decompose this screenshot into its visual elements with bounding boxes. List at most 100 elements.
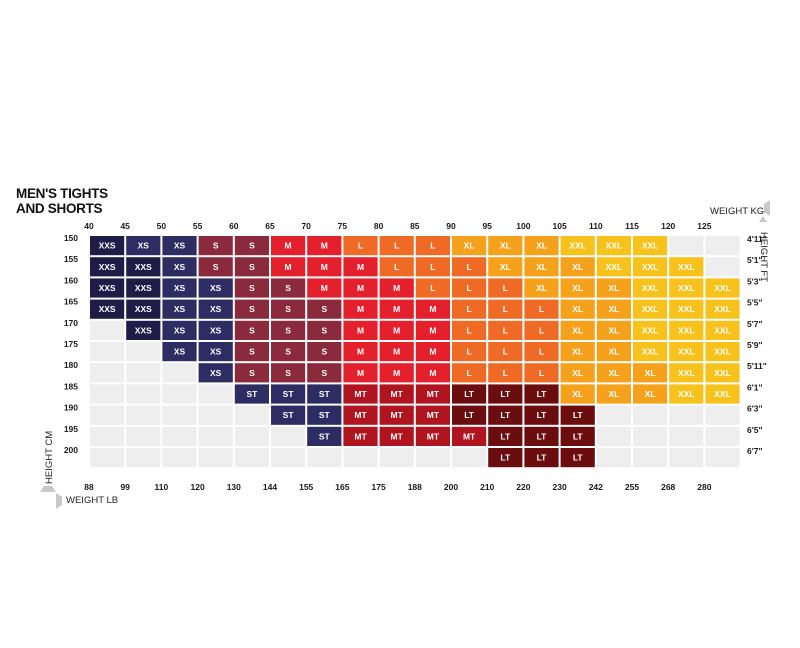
empty-cell — [126, 363, 161, 383]
size-cell-m — [343, 278, 378, 298]
size-cell-label: M — [285, 262, 292, 272]
size-cell-xs — [162, 257, 197, 277]
empty-cell — [705, 405, 740, 425]
empty-cell — [234, 448, 269, 468]
size-cell-xs — [198, 320, 233, 340]
size-cell-xxl — [633, 257, 668, 277]
size-cell-xl — [524, 278, 559, 298]
size-cell-label: LT — [500, 410, 511, 420]
empty-cell — [271, 448, 306, 468]
size-cell-mt — [343, 405, 378, 425]
size-cell-lt — [488, 426, 523, 446]
weight-kg-tick: 100 — [516, 221, 530, 231]
size-cell-lt — [524, 405, 559, 425]
empty-cell — [198, 384, 233, 404]
empty-cell — [90, 426, 125, 446]
size-cell-lt — [560, 448, 595, 468]
size-cell-mt — [379, 384, 414, 404]
size-cell-label: XL — [500, 262, 511, 272]
size-cell-m — [271, 236, 306, 256]
size-cell-m — [415, 299, 450, 319]
height-cm-label: HEIGHT CM — [44, 431, 55, 484]
weight-lb-tick: 144 — [263, 482, 277, 492]
size-cell-label: ST — [283, 410, 295, 420]
weight-lb-tick: 155 — [299, 482, 313, 492]
size-cell-m — [379, 363, 414, 383]
weight-kg-tick: 50 — [157, 221, 167, 231]
size-cell-label: S — [213, 241, 219, 251]
size-cell-label: M — [393, 304, 400, 314]
size-cell-label: XXS — [135, 304, 152, 314]
size-cell-label: MT — [391, 410, 404, 420]
empty-cell — [90, 363, 125, 383]
size-cell-xl — [524, 236, 559, 256]
size-cell-xxl — [633, 299, 668, 319]
size-cell-xxs — [90, 257, 125, 277]
size-cell-label: S — [285, 325, 291, 335]
axis-ticks: 40 45 50 55 60 65 70 75 80 85 90 95 100 105 110 115 120 1… — [64, 221, 767, 492]
size-cell-label: MT — [391, 389, 404, 399]
size-cell-xl — [560, 320, 595, 340]
size-cell-label: LT — [464, 410, 475, 420]
size-cell-label: XL — [608, 325, 619, 335]
size-cell-xs — [162, 236, 197, 256]
size-cell-xl — [596, 278, 631, 298]
size-cell-xxs — [126, 257, 161, 277]
empty-cell — [162, 426, 197, 446]
size-cell-label: M — [357, 283, 364, 293]
size-cell-st — [307, 426, 342, 446]
size-cell-label: LT — [464, 389, 475, 399]
weight-lb-tick: 165 — [335, 482, 349, 492]
size-cell-l — [488, 299, 523, 319]
size-cell-xl — [596, 384, 631, 404]
size-cell-xxs — [90, 278, 125, 298]
empty-cell — [126, 426, 161, 446]
size-cell-label: L — [430, 241, 435, 251]
height-ft-tick: 6'3" — [747, 404, 763, 414]
size-cell-lt — [488, 448, 523, 468]
weight-lb-label: WEIGHT LB — [66, 495, 118, 506]
height-cm-tick: 190 — [64, 403, 78, 413]
size-cell-xxl — [669, 342, 704, 362]
size-cell-s — [271, 320, 306, 340]
size-cell-xl — [452, 236, 487, 256]
size-cell-lt — [452, 384, 487, 404]
size-cell-label: M — [357, 304, 364, 314]
size-cell-xl — [560, 342, 595, 362]
size-cell-xl — [560, 299, 595, 319]
empty-cell — [705, 236, 740, 256]
empty-cell — [669, 426, 704, 446]
weight-lb-arrow-icon — [56, 493, 62, 509]
size-cell-label: L — [503, 304, 508, 314]
size-cell-m — [343, 299, 378, 319]
weight-kg-tick: 115 — [625, 221, 639, 231]
size-cell-label: L — [466, 368, 471, 378]
size-cell-label: L — [503, 347, 508, 357]
size-cell-label: S — [213, 262, 219, 272]
size-cell-label: XXL — [606, 262, 623, 272]
size-cell-xl — [560, 384, 595, 404]
size-cell-l — [452, 299, 487, 319]
size-cell-label: XL — [608, 368, 619, 378]
size-cell-m — [307, 257, 342, 277]
size-cell-l — [379, 236, 414, 256]
size-cell-label: XXL — [714, 347, 731, 357]
size-cell-label: S — [249, 262, 255, 272]
size-cell-label: XXL — [642, 262, 659, 272]
size-cell-label: L — [466, 304, 471, 314]
weight-lb-tick: 230 — [553, 482, 567, 492]
size-cell-m — [415, 363, 450, 383]
empty-cell — [198, 426, 233, 446]
size-cell-st — [234, 384, 269, 404]
size-cell-label: XS — [210, 368, 222, 378]
size-cell-label: XXL — [642, 241, 659, 251]
size-cell-label: XXL — [642, 325, 659, 335]
empty-cell — [126, 342, 161, 362]
empty-cell — [307, 448, 342, 468]
height-ft-tick: 5'3" — [747, 276, 763, 286]
size-cell-lt — [524, 448, 559, 468]
size-cell-label: ST — [319, 389, 331, 399]
size-cell-label: LT — [537, 431, 548, 441]
size-cell-label: XL — [500, 241, 511, 251]
